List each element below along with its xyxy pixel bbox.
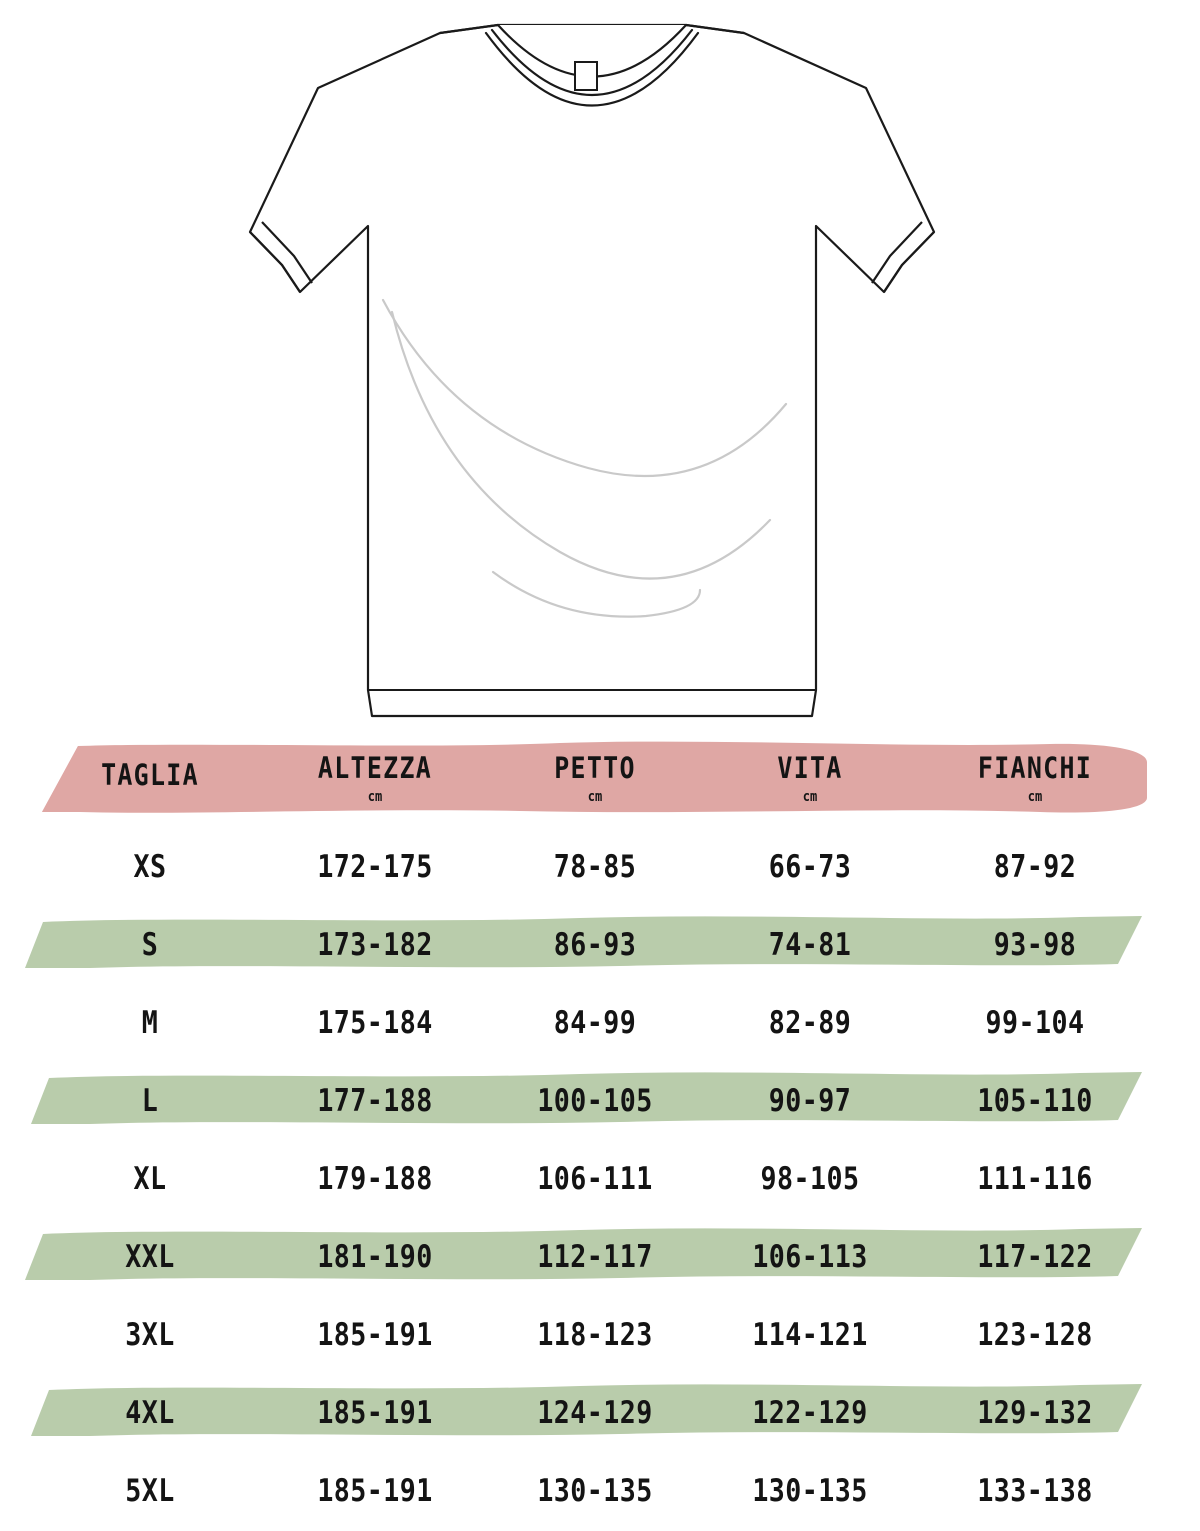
table-row: S 173-182 86-93 74-81 93-98 [0, 906, 1200, 984]
table-row: L 177-188 100-105 90-97 105-110 [0, 1062, 1200, 1140]
left-sleeve-cuff [249, 231, 301, 293]
cell-vita: 82-89 [768, 1005, 852, 1041]
header-cell-fianchi: FIANCHI cm [949, 740, 1121, 818]
cell-altezza: 185-191 [317, 1395, 433, 1431]
header-unit-altezza: cm [367, 789, 383, 805]
row-cells: 3XL 185-191 118-123 114-121 123-128 [0, 1296, 1200, 1374]
cell-petto: 112-117 [537, 1239, 653, 1275]
cell-petto: 84-99 [553, 1005, 637, 1041]
right-sleeve-cuff [883, 231, 935, 293]
row-cells: XL 179-188 106-111 98-105 111-116 [0, 1140, 1200, 1218]
table-row: 3XL 185-191 118-123 114-121 123-128 [0, 1296, 1200, 1374]
header-cell-vita: VITA cm [724, 740, 896, 818]
cell-fianchi: 99-104 [985, 1005, 1085, 1041]
row-cells: XXL 181-190 112-117 106-113 117-122 [0, 1218, 1200, 1296]
header-label-altezza: ALTEZZA [317, 751, 433, 785]
cell-size: 5XL [125, 1473, 175, 1509]
row-cells: 4XL 185-191 124-129 122-129 129-132 [0, 1374, 1200, 1452]
fabric-drape-lines [381, 298, 788, 618]
neck-tag [574, 61, 598, 91]
table-row: 5XL 185-191 130-135 130-135 133-138 [0, 1452, 1200, 1530]
cell-vita: 66-73 [768, 849, 852, 885]
right-sleeve-cuff-inner [871, 221, 923, 284]
table-row: 4XL 185-191 124-129 122-129 129-132 [0, 1374, 1200, 1452]
table-row: XL 179-188 106-111 98-105 111-116 [0, 1140, 1200, 1218]
collar-rib [490, 28, 694, 96]
size-chart-table: TAGLIA ALTEZZA cm PETTO cm VITA cm FIANC… [0, 740, 1200, 1531]
header-cell-taglia: TAGLIA [73, 740, 228, 818]
table-row: XXL 181-190 112-117 106-113 117-122 [0, 1218, 1200, 1296]
cell-vita: 90-97 [768, 1083, 852, 1119]
cell-size: XXL [125, 1239, 175, 1275]
cell-altezza: 185-191 [317, 1317, 433, 1353]
header-label-fianchi: FIANCHI [977, 751, 1093, 785]
row-cells: M 175-184 84-99 82-89 99-104 [0, 984, 1200, 1062]
header-unit-vita: cm [802, 789, 818, 805]
cell-size: S [141, 927, 159, 963]
cell-fianchi: 111-116 [977, 1161, 1093, 1197]
cell-petto: 130-135 [537, 1473, 653, 1509]
cell-size: 3XL [125, 1317, 175, 1353]
cell-petto: 106-111 [537, 1161, 653, 1197]
header-label-vita: VITA [777, 751, 843, 785]
cell-petto: 86-93 [553, 927, 637, 963]
cell-vita: 98-105 [760, 1161, 860, 1197]
cell-vita: 106-113 [752, 1239, 868, 1275]
cell-altezza: 179-188 [317, 1161, 433, 1197]
cell-fianchi: 129-132 [977, 1395, 1093, 1431]
right-shoulder-seam [685, 23, 745, 35]
cell-altezza: 173-182 [317, 927, 433, 963]
row-cells: L 177-188 100-105 90-97 105-110 [0, 1062, 1200, 1140]
header-label-petto: PETTO [554, 751, 636, 785]
cell-vita: 130-135 [752, 1473, 868, 1509]
cell-altezza: 175-184 [317, 1005, 433, 1041]
cell-fianchi: 93-98 [993, 927, 1077, 963]
header-unit-petto: cm [587, 789, 603, 805]
tshirt-outline [248, 23, 936, 718]
cell-altezza: 177-188 [317, 1083, 433, 1119]
cell-petto: 124-129 [537, 1395, 653, 1431]
table-row: XS 172-175 78-85 66-73 87-92 [0, 828, 1200, 906]
cell-size: 4XL [125, 1395, 175, 1431]
header-cell-altezza: ALTEZZA cm [280, 740, 469, 818]
cell-petto: 100-105 [537, 1083, 653, 1119]
cell-fianchi: 105-110 [977, 1083, 1093, 1119]
cell-petto: 118-123 [537, 1317, 653, 1353]
cell-vita: 114-121 [752, 1317, 868, 1353]
cell-altezza: 172-175 [317, 849, 433, 885]
table-header-row: TAGLIA ALTEZZA cm PETTO cm VITA cm FIANC… [0, 740, 1200, 818]
cell-fianchi: 87-92 [993, 849, 1077, 885]
header-cell-petto: PETTO cm [509, 740, 681, 818]
cell-petto: 78-85 [553, 849, 637, 885]
row-cells: S 173-182 86-93 74-81 93-98 [0, 906, 1200, 984]
row-cells: XS 172-175 78-85 66-73 87-92 [0, 828, 1200, 906]
cell-vita: 74-81 [768, 927, 852, 963]
collar-rib-outer [484, 31, 700, 107]
cell-altezza: 185-191 [317, 1473, 433, 1509]
left-shoulder-seam [439, 23, 499, 35]
header-label-taglia: TAGLIA [101, 758, 199, 792]
cell-size: M [141, 1005, 159, 1041]
left-sleeve-cuff-inner [261, 221, 313, 284]
cell-fianchi: 123-128 [977, 1317, 1093, 1353]
cell-size: L [141, 1083, 159, 1119]
cell-fianchi: 117-122 [977, 1239, 1093, 1275]
table-row: M 175-184 84-99 82-89 99-104 [0, 984, 1200, 1062]
cell-size: XS [133, 849, 167, 885]
row-cells: 5XL 185-191 130-135 130-135 133-138 [0, 1452, 1200, 1530]
cell-altezza: 181-190 [317, 1239, 433, 1275]
cell-vita: 122-129 [752, 1395, 868, 1431]
header-unit-fianchi: cm [1027, 789, 1043, 805]
tshirt-illustration [0, 0, 1200, 740]
cell-fianchi: 133-138 [977, 1473, 1093, 1509]
cell-size: XL [133, 1161, 167, 1197]
